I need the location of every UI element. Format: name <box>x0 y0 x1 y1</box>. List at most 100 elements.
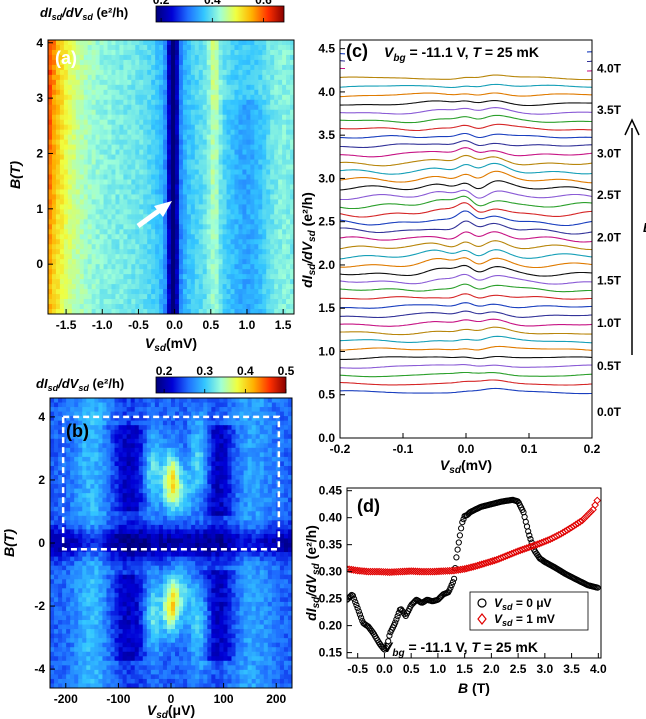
heatmap-a-cell <box>95 44 101 51</box>
heatmap-a-cell <box>266 309 271 314</box>
heatmap-a-cell <box>147 54 152 61</box>
heatmap-a-cell <box>151 74 156 81</box>
heatmap-b-cell <box>179 407 184 413</box>
x-tick-label: 0.0 <box>166 318 183 332</box>
heatmap-a-cell <box>135 59 140 66</box>
heatmap-a-cell <box>139 44 144 51</box>
heatmap-a-cell <box>250 224 255 230</box>
heatmap-b-cell <box>54 452 59 458</box>
heatmap-a-cell <box>79 199 85 205</box>
heatmap-b-cell <box>54 425 59 431</box>
heatmap-a-cell <box>71 259 77 265</box>
heatmap-a-cell <box>194 264 200 270</box>
heatmap-b-cell <box>219 447 225 453</box>
heatmap-a-cell <box>167 169 172 176</box>
heatmap-a-cell <box>230 144 236 151</box>
heatmap-a-cell <box>63 279 69 285</box>
heatmap-a-cell <box>163 269 168 275</box>
heatmap-a-cell <box>282 79 287 86</box>
heatmap-b-cell <box>74 425 79 431</box>
heatmap-a-cell <box>115 309 121 314</box>
heatmap-a-cell <box>59 74 65 81</box>
heatmap-a-cell <box>139 264 144 270</box>
heatmap-a-cell <box>48 189 53 196</box>
heatmap-b-cell <box>54 429 59 435</box>
heatmap-b-cell <box>86 502 91 508</box>
heatmap-a-cell <box>270 134 275 141</box>
heatmap-a-cell <box>250 159 255 166</box>
heatmap-b-cell <box>219 475 225 481</box>
heatmap-a-cell <box>79 264 85 270</box>
heatmap-b-cell <box>134 470 140 476</box>
heatmap-b-cell <box>219 402 225 408</box>
heatmap-a-cell <box>75 64 81 71</box>
heatmap-b-cell <box>211 411 216 417</box>
heatmap-a-cell <box>234 239 240 245</box>
heatmap-a-cell <box>111 159 117 166</box>
heatmap-b-cell <box>223 407 229 413</box>
heatmap-a-cell <box>91 74 97 81</box>
heatmap-a-cell <box>139 294 144 300</box>
heatmap-b-cell <box>114 456 120 463</box>
heatmap-a-cell <box>103 304 109 310</box>
heatmap-a-cell <box>67 209 73 215</box>
heatmap-b-cell <box>211 484 216 490</box>
colorbar-b-label: dIsd/dVsd (e²/h) <box>36 376 124 393</box>
heatmap-a-cell <box>206 194 212 201</box>
heatmap-b-cell <box>259 479 265 485</box>
heatmap-b-cell <box>243 452 249 458</box>
heatmap-a-cell <box>123 79 128 86</box>
heatmap-a-cell <box>254 139 259 146</box>
heatmap-a-cell <box>155 229 160 235</box>
heatmap-a-cell <box>266 109 271 116</box>
heatmap-a-cell <box>190 109 196 116</box>
heatmap-a-cell <box>194 279 200 285</box>
heatmap-a-cell <box>214 254 220 260</box>
heatmap-a-cell <box>210 189 216 196</box>
heatmap-a-cell <box>206 274 212 280</box>
heatmap-a-cell <box>139 209 144 215</box>
heatmap-a-cell <box>222 44 228 51</box>
heatmap-a-cell <box>242 144 247 151</box>
heatmap-a-cell <box>274 299 279 305</box>
heatmap-b-cell <box>171 506 176 512</box>
heatmap-a-cell <box>111 119 117 126</box>
heatmap-a-cell <box>75 189 81 196</box>
heatmap-a-cell <box>178 269 184 275</box>
heatmap-a-cell <box>163 44 168 51</box>
heatmap-a-cell <box>214 239 220 245</box>
heatmap-a-cell <box>135 114 140 121</box>
heatmap-a-cell <box>95 259 101 265</box>
heatmap-a-cell <box>174 284 180 290</box>
heatmap-b-cell <box>287 497 292 503</box>
heatmap-a-cell <box>71 284 77 290</box>
heatmap-b-cell <box>231 411 237 417</box>
heatmap-a-cell <box>135 279 140 285</box>
heatmap-a-cell <box>198 74 204 81</box>
heatmap-a-cell <box>59 79 65 86</box>
heatmap-a-cell <box>234 84 240 91</box>
heatmap-a-cell <box>230 129 236 136</box>
heatmap-b-cell <box>134 402 140 408</box>
heatmap-a-cell <box>282 239 287 245</box>
heatmap-a-cell <box>103 229 109 235</box>
heatmap-a-cell <box>67 289 73 295</box>
heatmap-a-cell <box>214 59 220 66</box>
heatmap-a-cell <box>151 194 156 201</box>
heatmap-b-cell <box>195 502 200 508</box>
heatmap-a-cell <box>71 164 77 171</box>
heatmap-b-cell <box>195 420 200 426</box>
heatmap-a-cell <box>143 204 148 210</box>
heatmap-b-cell <box>62 420 67 426</box>
heatmap-b-cell <box>126 420 132 426</box>
heatmap-a-cell <box>242 264 247 270</box>
heatmap-b-cell <box>251 438 257 444</box>
heatmap-a-cell <box>278 79 283 86</box>
heatmap-a-cell <box>282 299 287 305</box>
heatmap-b-cell <box>267 402 273 408</box>
heatmap-a-cell <box>178 249 184 255</box>
heatmap-a-cell <box>254 169 259 176</box>
heatmap-a-cell <box>71 79 77 86</box>
heatmap-a-cell <box>159 74 164 81</box>
heatmap-a-cell <box>230 114 236 121</box>
